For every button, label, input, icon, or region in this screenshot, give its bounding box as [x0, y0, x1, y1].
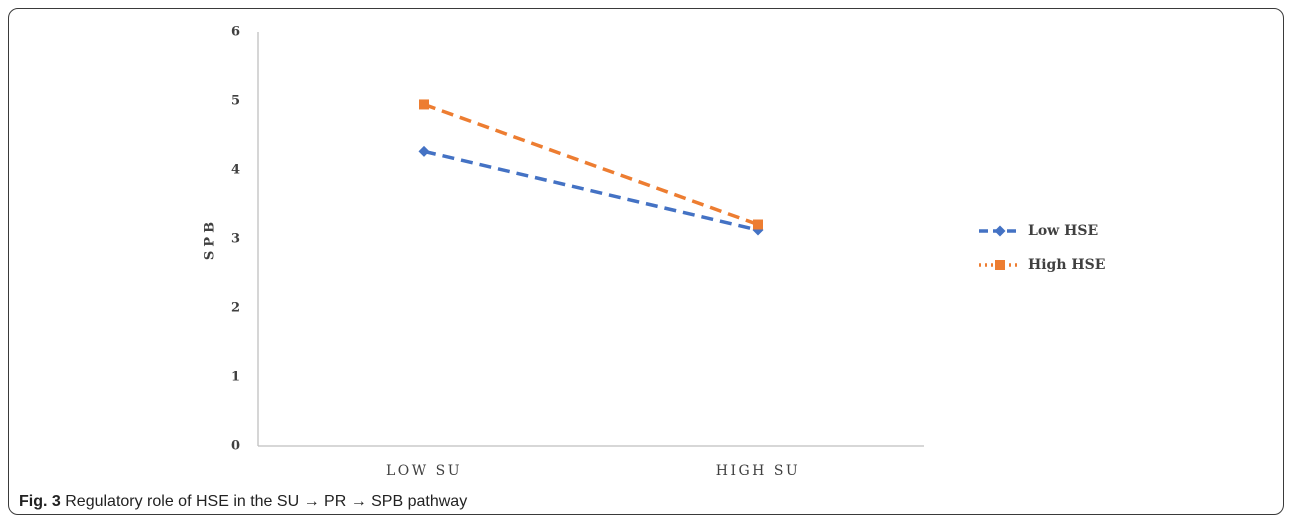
series-low-hse — [418, 145, 764, 236]
y-axis-label: SPB — [203, 218, 218, 260]
series-high-hse — [419, 99, 763, 230]
y-axis-ticks: 0 1 2 3 4 5 6 — [231, 25, 240, 454]
legend-label: High HSE — [1028, 257, 1105, 273]
figure-frame — [8, 8, 1284, 515]
data-point — [419, 99, 429, 110]
series-group — [418, 99, 764, 236]
x-axis-categories: LOW SU HIGH SU — [386, 463, 800, 479]
y-tick-label: 4 — [231, 163, 240, 178]
x-category-label: LOW SU — [386, 463, 462, 479]
legend-item: Low HSE — [979, 223, 1098, 239]
series-line — [423, 149, 759, 232]
figure-label: Fig. 3 — [19, 493, 61, 510]
legend-item: High HSE — [979, 257, 1105, 273]
y-tick-label: 1 — [231, 370, 240, 385]
y-tick-label: 0 — [231, 439, 240, 454]
legend-marker — [994, 225, 1006, 237]
legend-marker — [995, 260, 1005, 270]
legend-label: Low HSE — [1028, 223, 1098, 239]
data-point — [418, 145, 430, 157]
series-line — [423, 102, 759, 227]
figure-caption: Fig. 3 Regulatory role of HSE in the SU … — [19, 493, 467, 511]
x-category-label: HIGH SU — [716, 463, 800, 479]
figure-caption-text: Regulatory role of HSE in the SU → PR → … — [65, 493, 468, 510]
legend: Low HSE High HSE — [979, 223, 1105, 273]
y-tick-label: 3 — [231, 232, 240, 247]
data-point — [753, 219, 763, 230]
y-tick-label: 2 — [231, 301, 240, 316]
y-tick-label: 6 — [231, 25, 240, 40]
y-tick-label: 5 — [231, 94, 240, 109]
